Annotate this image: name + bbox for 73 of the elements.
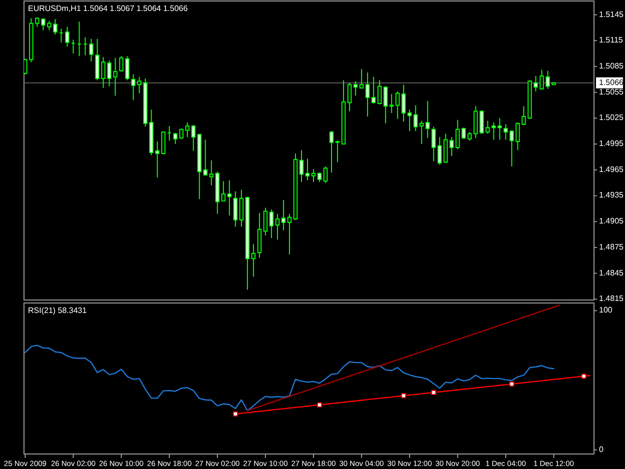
candlestick bbox=[59, 28, 64, 43]
y-tick-label: 1.5025 bbox=[599, 113, 624, 122]
candlestick bbox=[89, 38, 94, 62]
candlestick bbox=[383, 86, 388, 124]
y-tick-label: 1.4905 bbox=[599, 216, 624, 226]
y-tick-label: 1.5115 bbox=[599, 36, 624, 45]
candlestick bbox=[221, 180, 226, 202]
point bbox=[232, 411, 238, 416]
candlestick bbox=[305, 158, 310, 181]
candlestick bbox=[227, 180, 232, 216]
y-tick-label: 100 bbox=[599, 306, 613, 315]
line-series bbox=[246, 304, 560, 412]
candlestick bbox=[245, 196, 250, 290]
candlestick bbox=[341, 80, 346, 145]
chart-title: EURUSDm,H1 1.5064 1.5067 1.5064 1.5066 bbox=[28, 4, 188, 13]
candlestick bbox=[251, 243, 256, 278]
candlestick bbox=[233, 190, 238, 228]
candlestick bbox=[197, 133, 202, 200]
candlestick bbox=[371, 76, 376, 104]
y-tick-label: 1.4845 bbox=[599, 268, 624, 278]
line-series bbox=[24, 344, 554, 412]
candlestick bbox=[65, 26, 70, 48]
y-tick-label: 1.4935 bbox=[599, 190, 624, 200]
candlestick bbox=[209, 160, 214, 186]
y-tick-label: 0 bbox=[599, 444, 604, 454]
candlestick bbox=[203, 139, 208, 176]
y-tick-label: 1.4875 bbox=[599, 242, 624, 252]
point bbox=[509, 381, 514, 386]
candlestick bbox=[185, 122, 190, 138]
candlestick bbox=[263, 207, 268, 236]
point bbox=[317, 402, 322, 408]
candlestick bbox=[83, 36, 88, 56]
y-tick-label: 1.4995 bbox=[599, 139, 624, 148]
chart-title: RSI(21) 58.3431 bbox=[28, 306, 88, 315]
candlestick bbox=[317, 172, 322, 182]
point bbox=[581, 374, 586, 379]
candlestick bbox=[347, 82, 352, 112]
ref-line-label: 1.5066 bbox=[599, 78, 624, 87]
candlestick bbox=[365, 72, 370, 117]
y-tick-label: 1.5145 bbox=[599, 10, 624, 19]
y-tick-label: 1.5085 bbox=[599, 62, 624, 71]
candlestick bbox=[77, 21, 82, 57]
candlestick bbox=[311, 168, 316, 182]
candlestick bbox=[299, 150, 304, 182]
candlestick bbox=[191, 124, 196, 152]
candlestick bbox=[329, 130, 334, 173]
candlestick bbox=[287, 213, 292, 255]
candlestick bbox=[269, 209, 274, 238]
candlestick bbox=[389, 94, 394, 114]
candlestick bbox=[401, 84, 406, 122]
point bbox=[431, 390, 436, 395]
candlestick bbox=[71, 39, 76, 54]
candlestick bbox=[293, 153, 298, 220]
candlestick bbox=[215, 171, 220, 214]
y-tick-label: 1.5055 bbox=[599, 87, 624, 96]
candlestick bbox=[257, 212, 262, 258]
candlestick bbox=[335, 140, 340, 163]
candlestick bbox=[419, 120, 424, 145]
point bbox=[401, 393, 406, 398]
candlestick bbox=[413, 104, 418, 132]
candlestick bbox=[407, 109, 412, 132]
candlestick bbox=[359, 68, 364, 89]
candlestick bbox=[353, 80, 358, 96]
candlestick bbox=[395, 90, 400, 120]
candlestick bbox=[323, 166, 328, 184]
candlestick bbox=[239, 189, 244, 228]
candlestick bbox=[167, 125, 172, 142]
y-tick-label: 1.4965 bbox=[599, 164, 624, 174]
candlestick bbox=[281, 200, 286, 231]
candlestick bbox=[426, 100, 430, 139]
candlestick bbox=[275, 213, 280, 240]
candlestick bbox=[377, 80, 382, 105]
y-tick-label: 1.4815 bbox=[599, 294, 624, 304]
